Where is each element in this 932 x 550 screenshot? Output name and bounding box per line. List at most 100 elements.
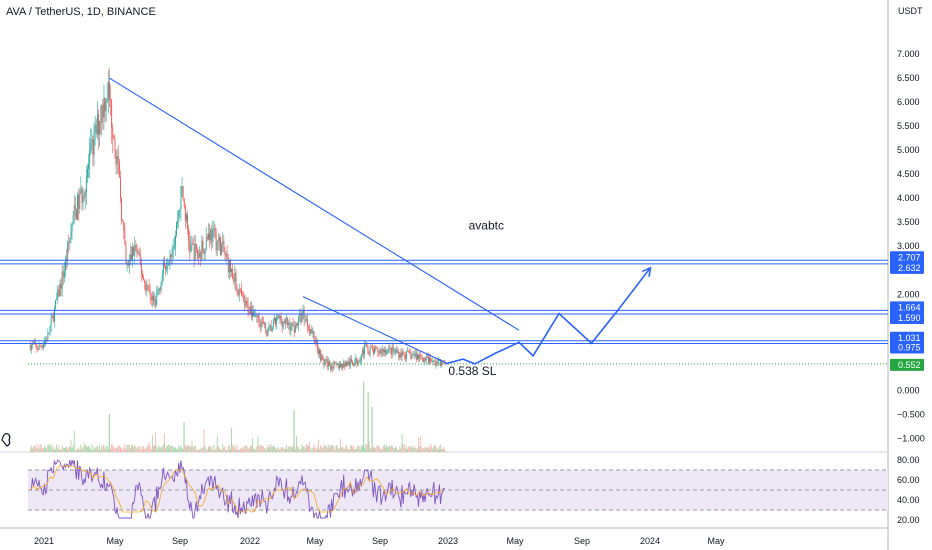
candle-body — [226, 254, 228, 258]
candle-body — [222, 241, 224, 245]
volume-bar — [377, 445, 379, 452]
volume-bar — [126, 445, 128, 452]
candle-body — [56, 299, 58, 301]
currency-label[interactable]: USDT — [898, 6, 923, 16]
volume-bar — [30, 445, 32, 452]
candle-body — [276, 316, 278, 325]
volume-bar — [181, 448, 183, 452]
volume-bar — [176, 448, 177, 452]
candle-body — [425, 356, 427, 361]
volume-bar — [225, 449, 227, 452]
volume-bar — [354, 448, 356, 452]
volume-bar — [31, 448, 33, 452]
candle-body — [156, 293, 158, 305]
candle-body — [242, 295, 243, 297]
trendline — [302, 296, 449, 365]
volume-bar — [242, 446, 243, 452]
volume-bar — [306, 444, 308, 452]
volume-bar — [352, 446, 353, 452]
candle-body — [441, 360, 443, 366]
volume-bar — [335, 445, 337, 452]
candle-body — [140, 263, 142, 274]
candle-body — [431, 360, 433, 363]
volume-bar — [361, 445, 363, 452]
candle-body — [55, 300, 56, 308]
volume-bar — [425, 447, 427, 452]
candle-body — [309, 328, 311, 334]
volume-bar — [380, 449, 382, 452]
volume-bar — [212, 449, 214, 452]
candle-body — [277, 315, 279, 317]
volume-bar — [156, 445, 158, 452]
candle-body — [39, 345, 41, 347]
candle-body — [149, 290, 151, 297]
candle-body — [128, 258, 130, 266]
volume-bar — [92, 449, 94, 452]
volume-bar — [217, 445, 219, 452]
volume-bar — [78, 447, 80, 452]
volume-bar — [72, 445, 74, 452]
candle-body — [166, 266, 168, 270]
volume-bar — [229, 449, 231, 452]
volume-bar — [365, 444, 367, 452]
candle-body — [245, 300, 247, 306]
candle-body — [426, 356, 428, 357]
volume-bar — [96, 445, 98, 452]
candle-body — [243, 296, 245, 301]
candle-body — [335, 362, 337, 365]
candle-body — [275, 317, 276, 325]
volume-bar — [93, 446, 95, 452]
volume-bar — [322, 447, 324, 452]
volume-bar — [412, 448, 414, 452]
volume-bar — [255, 449, 257, 452]
volume-bar — [312, 447, 314, 452]
price-badge-label: 0.975 — [898, 343, 921, 353]
candle-body — [97, 114, 99, 135]
candle-body — [81, 188, 83, 203]
price-badge-label: 2.707 — [898, 252, 921, 262]
volume-bar — [300, 448, 302, 452]
y-tick-label: 3.500 — [897, 217, 920, 227]
volume-bar — [360, 445, 362, 452]
volume-bar — [33, 445, 34, 452]
volume-bar — [56, 444, 58, 452]
candle-body — [59, 283, 61, 297]
volume-bar — [405, 445, 407, 452]
volume-bar — [243, 449, 245, 452]
volume-bar — [44, 446, 45, 452]
volume-bar — [91, 444, 93, 452]
candle-body — [57, 289, 59, 300]
volume-bar — [262, 446, 264, 452]
price-badge — [890, 341, 924, 354]
candle-body — [117, 156, 119, 162]
candle-body — [349, 359, 351, 366]
y-tick-label: 5.500 — [897, 121, 920, 131]
candle-body — [136, 247, 138, 253]
volume-bar — [401, 433, 403, 452]
volume-bar — [286, 445, 287, 452]
volume-bar — [381, 448, 383, 452]
volume-bar — [250, 444, 252, 452]
volume-bar — [123, 448, 125, 452]
volume-bar — [270, 444, 272, 452]
volume-bar — [77, 448, 78, 452]
candle-body — [424, 358, 426, 361]
volume-bar — [189, 445, 191, 452]
volume-bar — [324, 446, 326, 452]
candle-body — [29, 344, 31, 350]
volume-bar — [190, 447, 192, 452]
candle-body — [339, 363, 341, 368]
volume-bar — [214, 449, 216, 452]
candle-body — [207, 233, 209, 240]
volume-bar — [292, 445, 294, 452]
candle-body — [112, 127, 114, 138]
candle-body — [404, 355, 406, 359]
volume-bar — [399, 446, 401, 452]
candle-body — [345, 362, 347, 367]
volume-bar — [235, 449, 237, 452]
y-tick-label: −1.000 — [897, 433, 925, 443]
volume-bar — [302, 446, 304, 452]
candle-body — [99, 121, 100, 135]
volume-bar — [415, 447, 417, 452]
